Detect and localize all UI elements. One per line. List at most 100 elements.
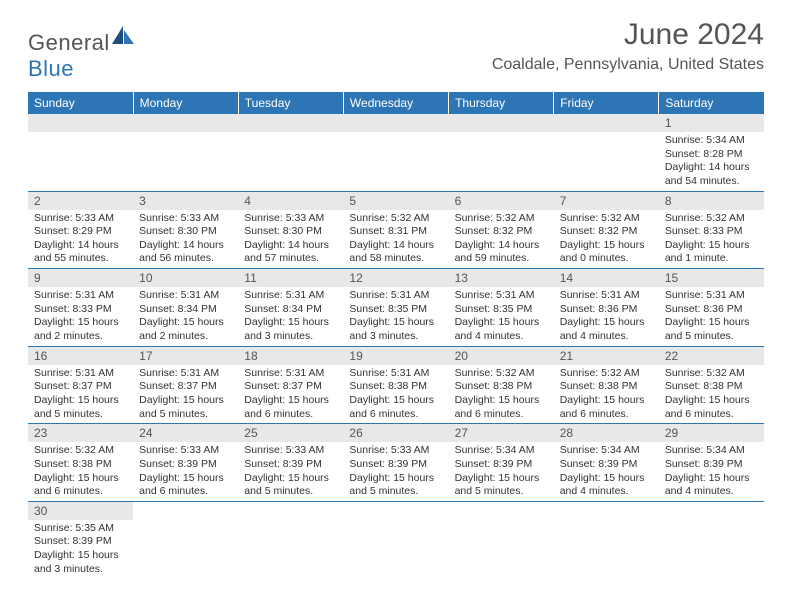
day-info: Sunrise: 5:31 AMSunset: 8:34 PMDaylight:… — [238, 287, 343, 346]
day-number: 3 — [133, 192, 238, 210]
day-cell: 23Sunrise: 5:32 AMSunset: 8:38 PMDayligh… — [28, 424, 133, 502]
day-header-row: SundayMondayTuesdayWednesdayThursdayFrid… — [28, 92, 764, 114]
day-number: 22 — [659, 347, 764, 365]
calendar-row: 23Sunrise: 5:32 AMSunset: 8:38 PMDayligh… — [28, 424, 764, 502]
day-number: 20 — [449, 347, 554, 365]
empty-cell — [343, 501, 448, 578]
location-text: Coaldale, Pennsylvania, United States — [492, 56, 764, 74]
day-number: 15 — [659, 269, 764, 287]
day-info: Sunrise: 5:34 AMSunset: 8:39 PMDaylight:… — [659, 442, 764, 501]
day-number-empty — [554, 114, 659, 132]
day-info: Sunrise: 5:32 AMSunset: 8:31 PMDaylight:… — [343, 210, 448, 269]
day-info: Sunrise: 5:32 AMSunset: 8:38 PMDaylight:… — [449, 365, 554, 424]
day-info: Sunrise: 5:33 AMSunset: 8:39 PMDaylight:… — [238, 442, 343, 501]
day-info: Sunrise: 5:34 AMSunset: 8:39 PMDaylight:… — [449, 442, 554, 501]
day-info: Sunrise: 5:33 AMSunset: 8:30 PMDaylight:… — [133, 210, 238, 269]
day-cell: 6Sunrise: 5:32 AMSunset: 8:32 PMDaylight… — [449, 191, 554, 269]
day-cell: 12Sunrise: 5:31 AMSunset: 8:35 PMDayligh… — [343, 269, 448, 347]
day-header: Wednesday — [343, 92, 448, 114]
day-cell: 16Sunrise: 5:31 AMSunset: 8:37 PMDayligh… — [28, 346, 133, 424]
day-number: 23 — [28, 424, 133, 442]
day-cell: 29Sunrise: 5:34 AMSunset: 8:39 PMDayligh… — [659, 424, 764, 502]
day-info: Sunrise: 5:34 AMSunset: 8:39 PMDaylight:… — [554, 442, 659, 501]
calendar-row: 16Sunrise: 5:31 AMSunset: 8:37 PMDayligh… — [28, 346, 764, 424]
day-cell: 14Sunrise: 5:31 AMSunset: 8:36 PMDayligh… — [554, 269, 659, 347]
empty-cell — [659, 501, 764, 578]
day-info: Sunrise: 5:31 AMSunset: 8:34 PMDaylight:… — [133, 287, 238, 346]
day-number: 21 — [554, 347, 659, 365]
day-cell: 24Sunrise: 5:33 AMSunset: 8:39 PMDayligh… — [133, 424, 238, 502]
day-info: Sunrise: 5:35 AMSunset: 8:39 PMDaylight:… — [28, 520, 133, 579]
day-info: Sunrise: 5:31 AMSunset: 8:35 PMDaylight:… — [449, 287, 554, 346]
day-cell: 8Sunrise: 5:32 AMSunset: 8:33 PMDaylight… — [659, 191, 764, 269]
day-cell: 1Sunrise: 5:34 AMSunset: 8:28 PMDaylight… — [659, 114, 764, 191]
day-number: 6 — [449, 192, 554, 210]
day-cell: 4Sunrise: 5:33 AMSunset: 8:30 PMDaylight… — [238, 191, 343, 269]
calendar-table: SundayMondayTuesdayWednesdayThursdayFrid… — [28, 92, 764, 578]
day-number-empty — [28, 114, 133, 132]
day-number: 5 — [343, 192, 448, 210]
day-cell: 21Sunrise: 5:32 AMSunset: 8:38 PMDayligh… — [554, 346, 659, 424]
logo: GeneralBlue — [28, 26, 134, 82]
day-cell: 19Sunrise: 5:31 AMSunset: 8:38 PMDayligh… — [343, 346, 448, 424]
logo-text-1: General — [28, 30, 110, 55]
day-cell: 9Sunrise: 5:31 AMSunset: 8:33 PMDaylight… — [28, 269, 133, 347]
day-cell: 22Sunrise: 5:32 AMSunset: 8:38 PMDayligh… — [659, 346, 764, 424]
day-number: 18 — [238, 347, 343, 365]
month-title: June 2024 — [492, 18, 764, 52]
day-header: Friday — [554, 92, 659, 114]
empty-cell — [133, 114, 238, 191]
day-cell: 2Sunrise: 5:33 AMSunset: 8:29 PMDaylight… — [28, 191, 133, 269]
day-number: 4 — [238, 192, 343, 210]
day-number: 26 — [343, 424, 448, 442]
day-cell: 25Sunrise: 5:33 AMSunset: 8:39 PMDayligh… — [238, 424, 343, 502]
day-cell: 18Sunrise: 5:31 AMSunset: 8:37 PMDayligh… — [238, 346, 343, 424]
empty-cell — [28, 114, 133, 191]
day-number: 8 — [659, 192, 764, 210]
day-header: Tuesday — [238, 92, 343, 114]
calendar-row: 30Sunrise: 5:35 AMSunset: 8:39 PMDayligh… — [28, 501, 764, 578]
title-block: June 2024 Coaldale, Pennsylvania, United… — [492, 18, 764, 74]
day-info: Sunrise: 5:31 AMSunset: 8:33 PMDaylight:… — [28, 287, 133, 346]
day-info: Sunrise: 5:33 AMSunset: 8:30 PMDaylight:… — [238, 210, 343, 269]
day-cell: 5Sunrise: 5:32 AMSunset: 8:31 PMDaylight… — [343, 191, 448, 269]
day-number: 14 — [554, 269, 659, 287]
day-number: 25 — [238, 424, 343, 442]
day-cell: 28Sunrise: 5:34 AMSunset: 8:39 PMDayligh… — [554, 424, 659, 502]
day-number: 13 — [449, 269, 554, 287]
day-number: 17 — [133, 347, 238, 365]
day-cell: 10Sunrise: 5:31 AMSunset: 8:34 PMDayligh… — [133, 269, 238, 347]
calendar-body: 1Sunrise: 5:34 AMSunset: 8:28 PMDaylight… — [28, 114, 764, 578]
day-number: 29 — [659, 424, 764, 442]
day-number: 30 — [28, 502, 133, 520]
calendar-head: SundayMondayTuesdayWednesdayThursdayFrid… — [28, 92, 764, 114]
day-info: Sunrise: 5:33 AMSunset: 8:39 PMDaylight:… — [133, 442, 238, 501]
day-cell: 27Sunrise: 5:34 AMSunset: 8:39 PMDayligh… — [449, 424, 554, 502]
day-header: Sunday — [28, 92, 133, 114]
empty-cell — [449, 114, 554, 191]
logo-text: GeneralBlue — [28, 26, 134, 82]
day-info: Sunrise: 5:34 AMSunset: 8:28 PMDaylight:… — [659, 132, 764, 191]
day-number: 11 — [238, 269, 343, 287]
day-info: Sunrise: 5:31 AMSunset: 8:37 PMDaylight:… — [28, 365, 133, 424]
day-header: Saturday — [659, 92, 764, 114]
day-number-empty — [343, 114, 448, 132]
day-info: Sunrise: 5:33 AMSunset: 8:29 PMDaylight:… — [28, 210, 133, 269]
day-info: Sunrise: 5:32 AMSunset: 8:32 PMDaylight:… — [449, 210, 554, 269]
empty-cell — [238, 501, 343, 578]
logo-text-2: Blue — [28, 56, 74, 81]
day-number: 19 — [343, 347, 448, 365]
day-number: 27 — [449, 424, 554, 442]
day-number: 12 — [343, 269, 448, 287]
day-info: Sunrise: 5:31 AMSunset: 8:36 PMDaylight:… — [659, 287, 764, 346]
day-cell: 3Sunrise: 5:33 AMSunset: 8:30 PMDaylight… — [133, 191, 238, 269]
day-number: 10 — [133, 269, 238, 287]
day-info: Sunrise: 5:31 AMSunset: 8:36 PMDaylight:… — [554, 287, 659, 346]
day-number-empty — [133, 114, 238, 132]
empty-cell — [343, 114, 448, 191]
calendar-row: 2Sunrise: 5:33 AMSunset: 8:29 PMDaylight… — [28, 191, 764, 269]
day-number: 9 — [28, 269, 133, 287]
day-info: Sunrise: 5:32 AMSunset: 8:33 PMDaylight:… — [659, 210, 764, 269]
day-info: Sunrise: 5:33 AMSunset: 8:39 PMDaylight:… — [343, 442, 448, 501]
day-info: Sunrise: 5:31 AMSunset: 8:35 PMDaylight:… — [343, 287, 448, 346]
